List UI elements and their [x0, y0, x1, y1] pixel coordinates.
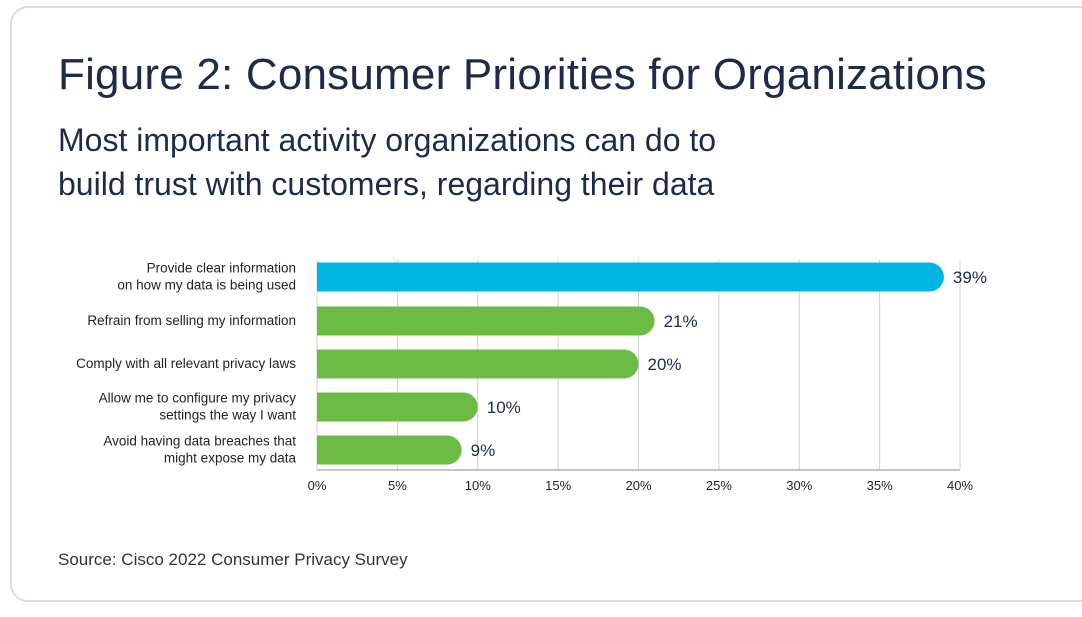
x-tick-label: 25%: [706, 478, 732, 493]
category-label: on how my data is being used: [117, 278, 296, 293]
x-tick-label: 35%: [867, 478, 893, 493]
bar-value-label: 10%: [487, 398, 521, 417]
subtitle-line-1: Most important activity organizations ca…: [58, 122, 717, 158]
bar: [317, 306, 655, 336]
category-label: might expose my data: [164, 451, 297, 466]
figure-title: Figure 2: Consumer Priorities for Organi…: [58, 50, 987, 99]
bar: [317, 435, 462, 465]
x-tick-label: 30%: [786, 478, 812, 493]
bar: [317, 349, 639, 379]
x-tick-label: 15%: [545, 478, 571, 493]
category-label: Avoid having data breaches that: [103, 434, 296, 449]
x-tick-label: 20%: [625, 478, 651, 493]
subtitle-line-2: build trust with customers, regarding th…: [58, 166, 715, 202]
bar-value-label: 9%: [471, 441, 496, 460]
bar-value-label: 20%: [648, 355, 682, 374]
category-label: Provide clear information: [147, 261, 296, 276]
category-label: settings the way I want: [159, 408, 296, 423]
x-tick-label: 0%: [308, 478, 327, 493]
x-tick-label: 40%: [947, 478, 973, 493]
category-label: Comply with all relevant privacy laws: [76, 356, 296, 371]
source-note: Source: Cisco 2022 Consumer Privacy Surv…: [58, 550, 408, 569]
bar: [317, 392, 478, 422]
figure-subtitle: Most important activity organizations ca…: [58, 118, 918, 206]
x-tick-label: 5%: [388, 478, 407, 493]
figure-card: [10, 6, 1082, 602]
bar: [317, 262, 944, 292]
bar-value-label: 21%: [664, 312, 698, 331]
bar-value-label: 39%: [953, 268, 987, 287]
category-label: Refrain from selling my information: [87, 313, 296, 328]
category-label: Allow me to configure my privacy: [99, 391, 297, 406]
x-tick-label: 10%: [465, 478, 491, 493]
